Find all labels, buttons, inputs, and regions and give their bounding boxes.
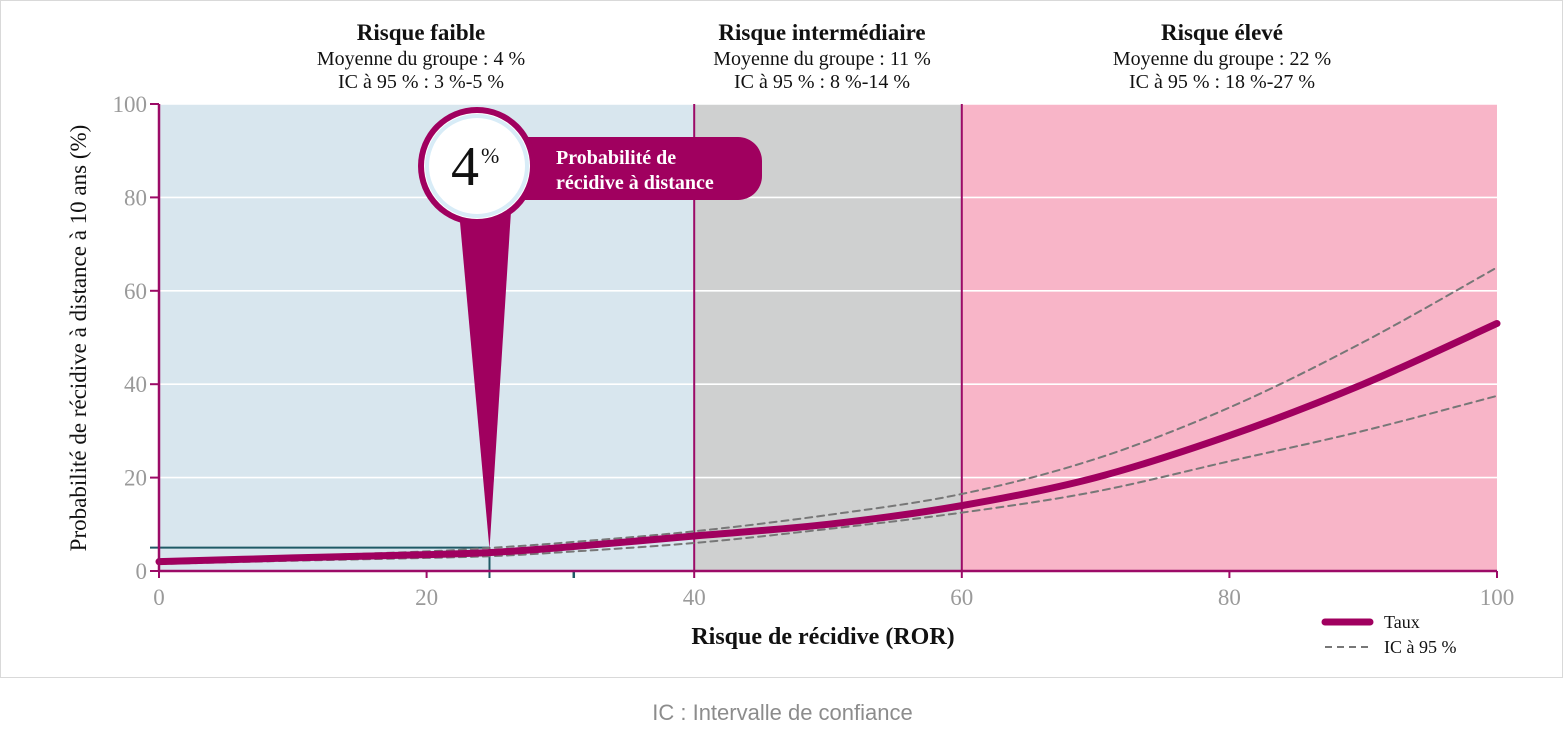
x-tick-label-100: 100	[1480, 585, 1515, 610]
y-axis-label: Probabilité de récidive à distance à 10 …	[66, 125, 91, 552]
x-tick-label-60: 60	[950, 585, 973, 610]
ci-line-1	[158, 266, 1498, 562]
region-mean-2: Moyenne du groupe : 22 %	[1113, 48, 1331, 70]
callout-unit: %	[481, 143, 499, 168]
x-tick-label-40: 40	[683, 585, 706, 610]
region-band-2	[961, 104, 1497, 571]
callout-caption-line2: récidive à distance	[556, 172, 714, 194]
legend-label-1: IC à 95 %	[1384, 637, 1456, 657]
region-mean-1: Moyenne du groupe : 11 %	[713, 48, 931, 70]
callout-disc	[424, 113, 530, 219]
y-tick-label-60: 60	[124, 279, 147, 304]
region-mean-0: Moyenne du groupe : 4 %	[317, 48, 525, 70]
region-title-1: Risque intermédiaire	[718, 20, 925, 45]
x-axis-label: Risque de récidive (ROR)	[691, 624, 954, 650]
footnote: IC : Intervalle de confiance	[652, 700, 913, 725]
callout-value: 4	[451, 136, 479, 198]
callout-inner-ring	[425, 114, 529, 218]
y-tick-label-40: 40	[124, 372, 147, 397]
region-title-2: Risque élevé	[1161, 20, 1283, 45]
callout-caption-line1: Probabilité de	[556, 147, 676, 169]
y-tick-label-0: 0	[136, 559, 148, 584]
x-tick-label-20: 20	[415, 585, 438, 610]
callout-label-box	[507, 137, 762, 200]
region-title-0: Risque faible	[357, 20, 485, 45]
y-tick-label-80: 80	[124, 185, 147, 210]
x-tick-label-0: 0	[153, 585, 165, 610]
risk-chart: 0 20 40 60 80 100 0 20 40 60 80 100 4% Probabilité d…	[66, 20, 1515, 657]
region-ci-2: IC à 95 % : 18 %-27 %	[1129, 71, 1315, 93]
y-tick-label-20: 20	[124, 466, 147, 491]
y-tick-label-100: 100	[113, 92, 148, 117]
region-ci-0: IC à 95 % : 3 %-5 %	[338, 71, 504, 93]
legend-label-0: Taux	[1384, 612, 1420, 632]
rate-line	[155, 319, 1501, 566]
callout-pointer	[459, 211, 511, 550]
x-tick-label-80: 80	[1218, 585, 1241, 610]
region-ci-1: IC à 95 % : 8 %-14 %	[734, 71, 910, 93]
